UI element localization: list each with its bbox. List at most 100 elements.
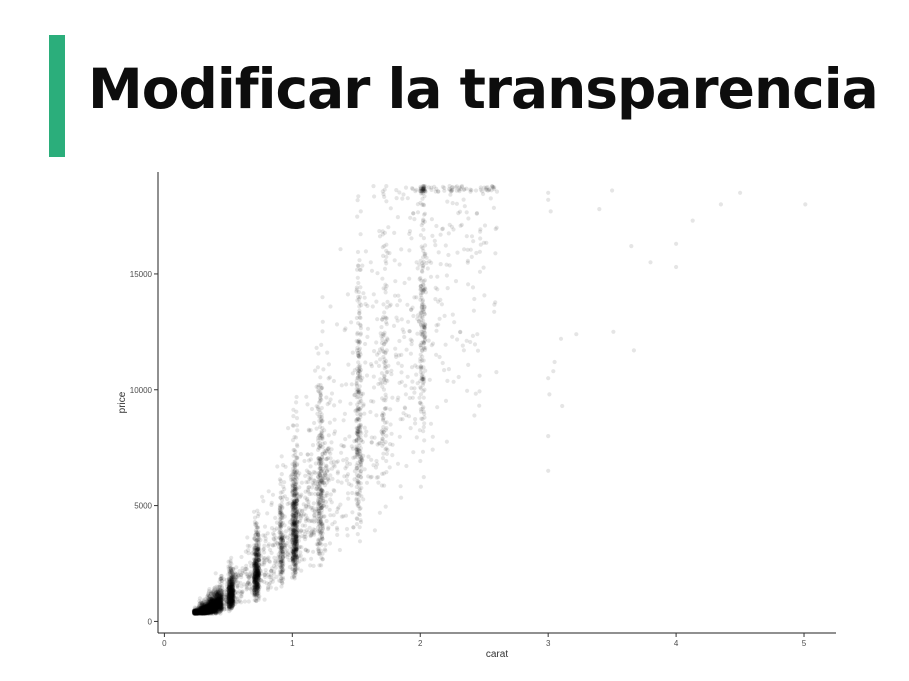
data-point: [321, 503, 326, 508]
data-point: [290, 513, 295, 518]
data-point: [310, 507, 315, 512]
data-point: [417, 428, 422, 433]
data-point: [444, 439, 449, 444]
data-point: [193, 609, 198, 614]
data-point: [254, 547, 259, 552]
data-point: [361, 402, 366, 407]
data-point: [291, 540, 296, 545]
data-point: [466, 216, 471, 221]
data-point: [214, 608, 219, 614]
data-point: [231, 573, 236, 578]
data-point: [204, 604, 209, 609]
data-point: [299, 492, 304, 497]
data-point: [381, 253, 386, 258]
data-point: [318, 469, 323, 474]
data-point: [229, 584, 234, 589]
data-point: [282, 480, 287, 485]
data-point: [311, 501, 316, 506]
data-point: [212, 587, 217, 592]
data-point: [230, 603, 236, 608]
data-point: [210, 597, 215, 603]
data-point: [290, 556, 295, 562]
data-point: [226, 564, 231, 569]
data-point: [332, 417, 337, 422]
data-point: [356, 263, 361, 268]
data-point: [445, 286, 450, 291]
data-point: [193, 610, 198, 615]
data-point: [292, 520, 297, 526]
data-point: [262, 543, 267, 548]
data-point: [200, 604, 205, 609]
data-point: [255, 525, 260, 530]
data-point: [277, 530, 282, 535]
data-point: [355, 532, 360, 537]
data-point: [385, 336, 390, 341]
data-point: [207, 608, 212, 613]
data-point: [201, 605, 206, 610]
data-point: [380, 245, 385, 250]
data-point: [323, 499, 329, 504]
data-point: [298, 512, 303, 517]
data-point: [295, 462, 300, 467]
data-point: [294, 542, 299, 547]
data-point: [226, 582, 232, 587]
data-point: [197, 596, 202, 601]
data-point: [209, 602, 214, 607]
data-point: [209, 610, 214, 615]
data-point: [392, 230, 397, 235]
data-point: [314, 426, 319, 431]
data-point: [322, 514, 327, 519]
data-point: [311, 530, 316, 535]
data-point: [214, 600, 219, 606]
data-point: [450, 201, 455, 206]
data-point: [294, 534, 299, 540]
data-point: [354, 408, 359, 413]
data-point: [253, 550, 258, 555]
data-point: [280, 570, 285, 575]
data-point: [318, 487, 323, 492]
data-point: [332, 464, 337, 469]
data-point: [464, 338, 469, 343]
data-point: [280, 515, 285, 520]
data-point: [231, 566, 236, 571]
data-point: [208, 601, 213, 606]
data-point: [201, 604, 206, 610]
data-point: [209, 607, 214, 612]
data-point: [378, 331, 383, 336]
data-point: [253, 572, 258, 577]
data-point: [255, 525, 261, 530]
data-point: [275, 464, 280, 469]
data-point: [417, 277, 422, 282]
data-point: [315, 365, 320, 370]
data-point: [213, 589, 218, 595]
data-point: [405, 196, 410, 201]
data-point: [422, 278, 427, 283]
data-point: [316, 506, 321, 511]
data-point: [192, 610, 197, 615]
data-point: [312, 478, 317, 483]
data-point: [420, 371, 425, 376]
data-point: [242, 599, 247, 604]
data-point: [317, 400, 322, 405]
data-point: [294, 534, 299, 539]
data-point: [316, 501, 321, 506]
data-point: [375, 317, 380, 322]
data-point: [212, 604, 217, 609]
data-point: [285, 501, 290, 507]
data-point: [320, 525, 325, 531]
data-point: [253, 548, 258, 553]
data-point: [254, 581, 259, 587]
data-point: [199, 605, 204, 611]
data-point: [274, 586, 279, 591]
data-point: [219, 605, 224, 611]
data-point: [290, 486, 295, 491]
data-point: [293, 539, 298, 544]
data-point: [196, 609, 201, 614]
data-point: [358, 285, 363, 290]
data-point: [253, 557, 258, 562]
data-point: [291, 492, 296, 497]
data-point: [231, 599, 236, 604]
data-point: [320, 436, 325, 441]
data-point: [383, 315, 388, 320]
data-point: [230, 583, 235, 588]
